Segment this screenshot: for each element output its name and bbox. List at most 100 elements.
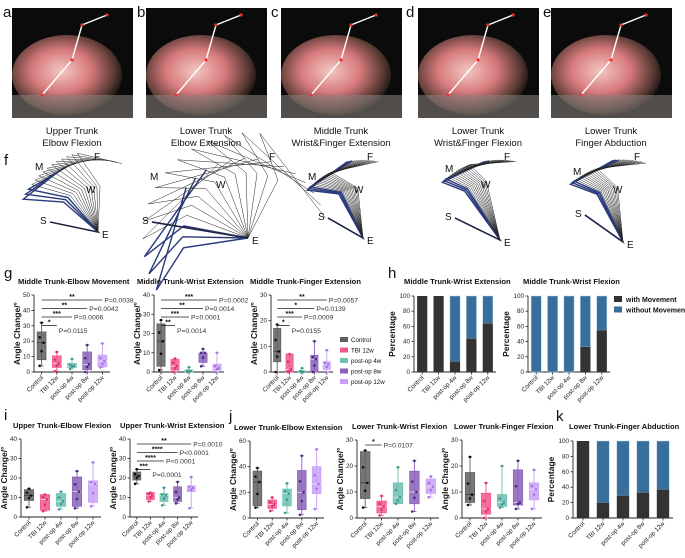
bar-without-movement	[530, 295, 542, 373]
y-tick-label: 10	[143, 350, 151, 357]
data-point	[161, 339, 165, 343]
bar-with-movement	[466, 338, 477, 372]
chart-title: Upper Trunk-Elbow Flexion	[13, 421, 112, 430]
box-tbi-12w	[39, 493, 51, 513]
data-point	[257, 480, 261, 484]
significance-bar: **** P<0.0001	[136, 455, 196, 466]
box	[425, 478, 436, 494]
y-tick-label: 30	[346, 437, 354, 444]
y-tick-label: 30	[10, 456, 18, 463]
y-tick-label: 10	[10, 495, 18, 502]
trajectory-line	[327, 161, 379, 239]
y-axis-label: Percentage	[387, 311, 397, 357]
joint-line-overlay	[447, 14, 514, 96]
significance-bar: * P=0.0155	[277, 319, 321, 335]
data-point	[29, 494, 33, 497]
legend-label: TBI 12w	[351, 348, 374, 355]
box-post-op-4w	[298, 366, 306, 374]
data-point	[133, 472, 137, 476]
data-point	[199, 351, 203, 355]
trajectory-line	[21, 170, 101, 234]
data-point	[99, 356, 102, 360]
photo-caption-line2: Wrist&Finger Extension	[291, 138, 390, 149]
data-point	[398, 495, 402, 499]
data-point	[188, 485, 191, 489]
y-tick-label: 80	[562, 453, 570, 460]
data-point	[380, 494, 383, 498]
photo-caption-line2: Finger Abduction	[575, 138, 646, 149]
p-value: P<0.0001	[180, 450, 210, 457]
panel-letters: a b c d e f g h i j k	[3, 4, 564, 425]
panel-letter-a: a	[3, 4, 12, 21]
stick-figure: F M W S E	[21, 152, 123, 241]
photo-caption-line1: Lower Trunk	[180, 126, 233, 137]
data-point	[162, 486, 166, 490]
box-tbi-12w	[170, 357, 180, 374]
data-point	[302, 370, 305, 374]
data-point	[484, 481, 488, 485]
joint-marker	[174, 93, 178, 97]
data-point	[500, 464, 504, 468]
joint-label-F: F	[504, 152, 510, 163]
data-point	[203, 351, 207, 355]
data-point	[187, 365, 191, 369]
bar-without-movement	[616, 440, 630, 496]
significance-stars: ****	[152, 446, 163, 453]
joint-marker	[579, 93, 583, 97]
data-point	[133, 482, 137, 486]
joint-label-W: W	[216, 180, 226, 191]
data-point	[311, 355, 315, 359]
y-tick-label: 20	[143, 331, 151, 338]
data-point	[215, 351, 219, 355]
significance-stars: **	[69, 294, 75, 301]
data-point	[189, 488, 193, 492]
significance-stars: ***	[140, 463, 148, 470]
p-value: P=0.0115	[59, 328, 88, 335]
data-point	[514, 484, 518, 488]
bar-with-movement	[596, 502, 610, 518]
legend-swatch	[340, 379, 348, 384]
box-control	[252, 466, 263, 510]
p-value: P<0.0001	[166, 459, 196, 466]
significance-stars: **	[161, 438, 167, 445]
data-point	[396, 499, 400, 502]
joint-marker	[40, 93, 44, 97]
legend-label: post-op 8w	[351, 369, 382, 376]
data-point	[325, 348, 329, 352]
data-point	[89, 481, 93, 484]
box-tbi-12w	[146, 491, 155, 503]
data-point	[159, 352, 163, 356]
box-post-op-8w	[173, 480, 182, 505]
data-point	[429, 475, 433, 478]
y-tick-label: 40	[143, 292, 151, 299]
y-tick-label: 100	[399, 293, 410, 300]
data-point	[468, 455, 472, 459]
data-point	[283, 511, 287, 515]
bar-without-movement	[656, 440, 670, 490]
significance-bar: ** P=0.0014	[161, 319, 207, 335]
box-post-op-8w	[198, 347, 208, 368]
data-point	[150, 494, 154, 497]
data-point	[315, 448, 318, 451]
joint-label-M: M	[308, 172, 316, 183]
joint-label-S: S	[318, 212, 325, 223]
bar-with-movement	[576, 441, 590, 518]
data-point	[254, 475, 257, 478]
y-tick-label: 40	[23, 307, 31, 314]
bar-without-movement	[449, 295, 461, 362]
data-point	[45, 498, 49, 501]
data-point	[135, 476, 139, 480]
data-point	[254, 506, 257, 510]
data-point	[313, 474, 317, 477]
data-point	[256, 466, 259, 470]
data-point	[213, 370, 217, 374]
significance-bar: ** P=0.0010	[136, 438, 223, 449]
data-point	[99, 366, 102, 369]
fur-region	[418, 95, 539, 118]
data-point	[380, 508, 383, 511]
significance-bar: *** P=0.0009	[277, 311, 334, 322]
y-tick-label: 20	[239, 489, 247, 496]
joint-label-S: S	[445, 212, 452, 223]
y-tick-label: 100	[558, 438, 569, 445]
